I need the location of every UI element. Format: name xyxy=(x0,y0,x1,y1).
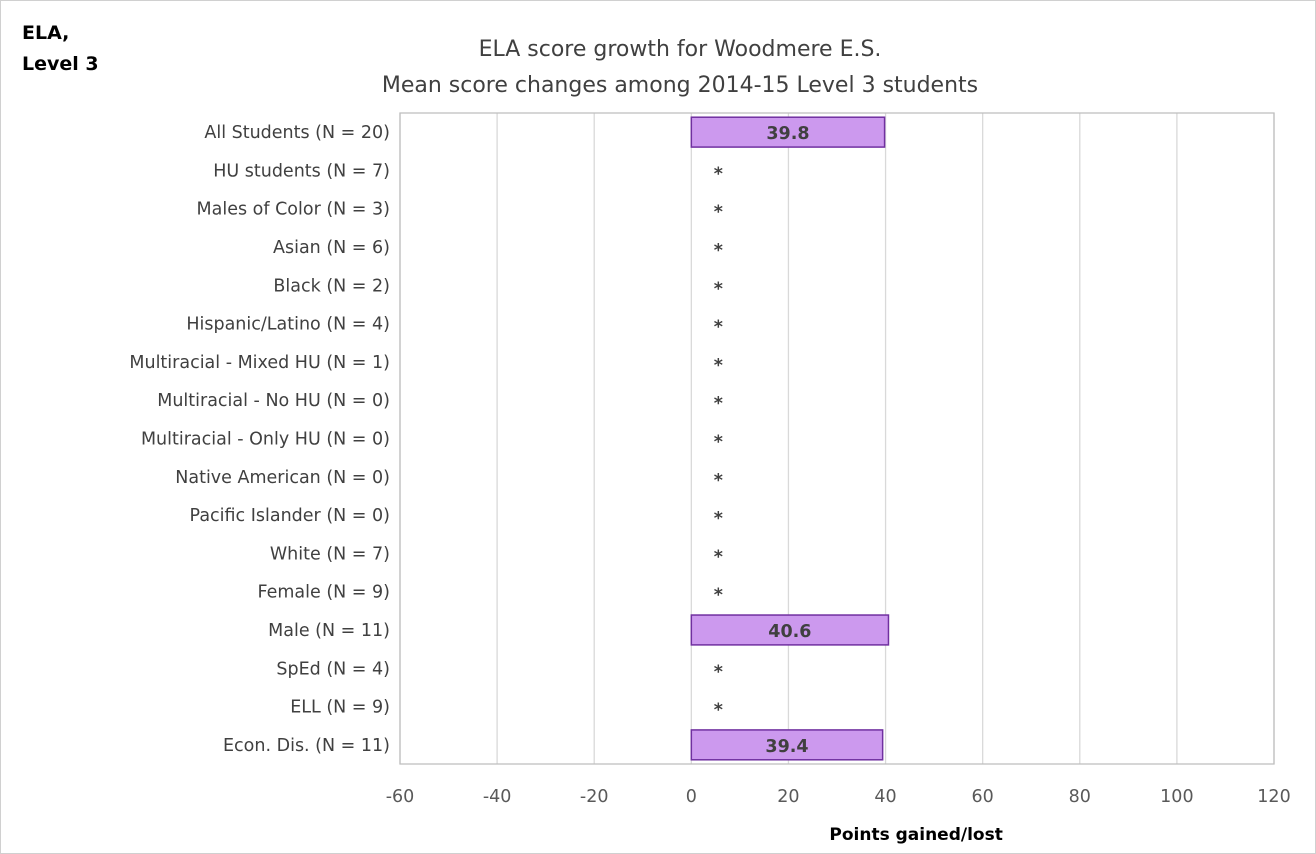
x-tick-label: 40 xyxy=(874,787,896,807)
bars: 39.8 * * * * * * * * * * * * 40.6 * * 39.4 xyxy=(690,116,890,761)
data-label: 39.4 xyxy=(765,737,808,757)
category-label: Black (N = 2) xyxy=(273,276,390,296)
x-tick-labels: -60 -40 -20 0 20 40 60 80 100 120 xyxy=(386,787,1291,807)
category-label: Asian (N = 6) xyxy=(273,238,390,258)
chart-title-block: ELA score growth for Woodmere E.S. Mean … xyxy=(300,32,1060,104)
category-label: Males of Color (N = 3) xyxy=(197,200,390,220)
category-label: ELL (N = 9) xyxy=(290,698,390,718)
category-label: Multiracial - Only HU (N = 0) xyxy=(141,430,390,450)
data-label: * xyxy=(714,547,723,567)
data-label: * xyxy=(714,586,723,606)
data-label: * xyxy=(714,164,723,184)
category-label: Native American (N = 0) xyxy=(175,468,390,488)
x-tick-label: 100 xyxy=(1160,787,1193,807)
x-tick-label: -20 xyxy=(580,787,609,807)
x-axis-title: Points gained/lost xyxy=(829,825,1002,845)
x-tick-label: -40 xyxy=(483,787,512,807)
bar xyxy=(690,729,884,761)
x-tick-label: 60 xyxy=(972,787,994,807)
data-label: * xyxy=(714,471,723,491)
category-label: All Students (N = 20) xyxy=(204,123,390,143)
category-label: Male (N = 11) xyxy=(268,621,390,641)
category-label: HU students (N = 7) xyxy=(213,161,390,181)
category-label: SpEd (N = 4) xyxy=(276,659,390,679)
data-label: 40.6 xyxy=(768,622,811,642)
category-labels: All Students (N = 20) HU students (N = 7)… xyxy=(129,123,390,756)
bar xyxy=(690,614,890,646)
x-tick-label: 0 xyxy=(686,787,697,807)
x-tick-label: 80 xyxy=(1069,787,1091,807)
x-tick-label: 120 xyxy=(1257,787,1290,807)
data-label: 39.8 xyxy=(766,124,809,144)
bar xyxy=(690,116,886,148)
data-label: * xyxy=(714,662,723,682)
data-label: * xyxy=(714,356,723,376)
category-label: Econ. Dis. (N = 11) xyxy=(223,736,390,756)
data-label: * xyxy=(714,433,723,453)
data-label: * xyxy=(714,318,723,338)
category-label: White (N = 7) xyxy=(270,544,390,564)
chart-title: ELA score growth for Woodmere E.S. xyxy=(478,37,882,62)
data-label: * xyxy=(714,279,723,299)
category-label: Hispanic/Latino (N = 4) xyxy=(186,315,390,335)
corner-label: ELA, Level 3 xyxy=(22,22,99,75)
chart-subtitle: Mean score changes among 2014-15 Level 3… xyxy=(381,73,979,98)
category-label: Female (N = 9) xyxy=(257,583,390,603)
category-label: Multiracial - Mixed HU (N = 1) xyxy=(129,353,390,373)
data-label: * xyxy=(714,701,723,721)
plot-area xyxy=(399,112,1275,765)
category-label: Pacific Islander (N = 0) xyxy=(190,506,390,526)
category-label: Multiracial - No HU (N = 0) xyxy=(157,391,390,411)
gridlines xyxy=(399,113,1275,764)
x-tick-label: -60 xyxy=(386,787,415,807)
x-tick-label: 20 xyxy=(777,787,799,807)
data-label: * xyxy=(714,241,723,261)
data-label: * xyxy=(714,509,723,529)
data-label: * xyxy=(714,394,723,414)
data-label: * xyxy=(714,203,723,223)
